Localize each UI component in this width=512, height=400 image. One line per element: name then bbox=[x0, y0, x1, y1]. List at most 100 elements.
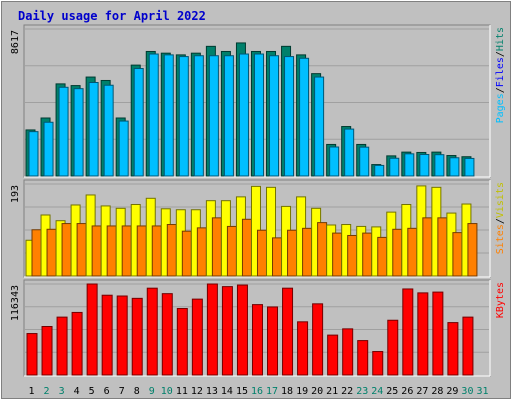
x-tick-label-day-2: 2 bbox=[44, 386, 50, 397]
bar-kbytes-day-20 bbox=[312, 303, 324, 376]
bar-sites-day-7 bbox=[121, 225, 132, 277]
bar-kbytes-day-6 bbox=[101, 294, 113, 376]
bar-kbytes-day-13 bbox=[206, 283, 218, 376]
legend-separator: / bbox=[495, 87, 506, 93]
x-tick-label-day-20: 20 bbox=[311, 386, 323, 397]
x-tick-label-day-29: 29 bbox=[446, 386, 458, 397]
bar-kbytes-day-18 bbox=[282, 287, 294, 376]
legend-separator: / bbox=[495, 218, 506, 224]
bar-kbytes-day-26 bbox=[402, 288, 414, 376]
bar-visits-day-17 bbox=[266, 186, 277, 277]
bar-files-day-22 bbox=[344, 128, 355, 177]
bar-files-day-25 bbox=[389, 157, 400, 177]
bar-sites-day-20 bbox=[317, 222, 328, 277]
bar-files-day-14 bbox=[223, 55, 234, 177]
bar-sites-day-5 bbox=[91, 225, 102, 277]
bar-kbytes-day-29 bbox=[447, 322, 459, 376]
bar-files-day-5 bbox=[88, 82, 99, 177]
bar-sites-day-4 bbox=[76, 223, 87, 277]
x-tick-label-day-27: 27 bbox=[416, 386, 428, 397]
bar-sites-day-24 bbox=[377, 236, 388, 277]
panel-top: 8617 Pages/Files/Hits bbox=[10, 24, 506, 178]
bar-files-day-23 bbox=[359, 146, 370, 177]
bar-files-day-10 bbox=[163, 54, 174, 177]
panel-middle-legend: Sites/Visits bbox=[495, 182, 506, 254]
chart-title: Daily usage for April 2022 bbox=[18, 9, 206, 23]
bar-kbytes-day-9 bbox=[146, 287, 158, 376]
bar-kbytes-day-27 bbox=[417, 292, 429, 376]
x-tick-label-day-16: 16 bbox=[251, 386, 263, 397]
bar-files-day-20 bbox=[314, 76, 325, 177]
bar-files-day-29 bbox=[449, 157, 460, 177]
bar-sites-day-10 bbox=[166, 224, 177, 277]
bar-kbytes-day-12 bbox=[191, 298, 203, 376]
bar-files-day-19 bbox=[299, 57, 310, 177]
x-tick-label-day-24: 24 bbox=[371, 386, 383, 397]
bar-files-day-11 bbox=[178, 56, 189, 177]
bar-files-day-28 bbox=[434, 154, 445, 177]
panel-middle: 193 Sites/Visits bbox=[10, 179, 506, 278]
legend-visits: Visits bbox=[495, 182, 506, 218]
bar-files-day-2 bbox=[43, 121, 54, 177]
bar-files-day-7 bbox=[118, 120, 129, 177]
x-tick-label-day-1: 1 bbox=[29, 386, 35, 397]
x-tick-label-day-25: 25 bbox=[386, 386, 398, 397]
bar-files-day-30 bbox=[464, 157, 475, 177]
x-tick-label-day-3: 3 bbox=[59, 386, 65, 397]
x-tick-label-day-9: 9 bbox=[149, 386, 155, 397]
bar-kbytes-day-21 bbox=[327, 334, 339, 376]
x-tick-label-day-17: 17 bbox=[266, 386, 278, 397]
bar-files-day-12 bbox=[193, 55, 204, 177]
bar-kbytes-day-11 bbox=[176, 308, 188, 376]
legend-pages: Pages bbox=[495, 93, 506, 123]
bar-kbytes-day-23 bbox=[357, 340, 369, 376]
bar-sites-day-6 bbox=[106, 225, 117, 277]
bar-files-day-27 bbox=[419, 154, 430, 177]
bar-sites-day-21 bbox=[332, 232, 343, 277]
x-tick-label-day-23: 23 bbox=[356, 386, 368, 397]
bar-kbytes-day-22 bbox=[342, 328, 354, 376]
x-tick-label-day-30: 30 bbox=[461, 386, 473, 397]
bar-kbytes-day-17 bbox=[267, 306, 279, 376]
bar-files-day-18 bbox=[284, 56, 295, 177]
x-tick-label-day-26: 26 bbox=[401, 386, 413, 397]
panel-top-ymax-label: 8617 bbox=[10, 30, 21, 54]
bar-kbytes-day-4 bbox=[71, 311, 83, 376]
bar-kbytes-day-14 bbox=[221, 286, 233, 376]
x-tick-label-day-6: 6 bbox=[104, 386, 110, 397]
bar-sites-day-30 bbox=[467, 223, 478, 277]
bar-files-day-1 bbox=[28, 131, 39, 177]
bar-files-day-24 bbox=[374, 164, 385, 177]
x-tick-label-day-18: 18 bbox=[281, 386, 293, 397]
bar-sites-day-29 bbox=[452, 232, 463, 277]
bar-kbytes-day-25 bbox=[387, 319, 399, 376]
bar-kbytes-day-10 bbox=[161, 293, 173, 376]
legend-sites: Sites bbox=[495, 224, 506, 254]
bar-files-day-17 bbox=[269, 55, 280, 177]
x-tick-label-day-7: 7 bbox=[119, 386, 125, 397]
x-tick-label-day-12: 12 bbox=[191, 386, 203, 397]
bar-kbytes-day-16 bbox=[251, 304, 263, 376]
bar-sites-day-3 bbox=[61, 223, 72, 277]
bar-kbytes-day-24 bbox=[372, 351, 384, 376]
bar-files-day-4 bbox=[73, 88, 84, 177]
legend-kbytes: KBytes bbox=[495, 282, 506, 318]
x-tick-label-day-28: 28 bbox=[431, 386, 443, 397]
bar-files-day-9 bbox=[148, 53, 159, 177]
bar-kbytes-day-2 bbox=[41, 326, 53, 376]
x-tick-label-day-4: 4 bbox=[74, 386, 80, 397]
bar-kbytes-day-3 bbox=[56, 316, 68, 376]
x-tick-label-day-5: 5 bbox=[89, 386, 95, 397]
bar-sites-day-13 bbox=[211, 217, 222, 277]
bar-sites-day-27 bbox=[422, 217, 433, 277]
bar-sites-day-2 bbox=[46, 228, 57, 277]
bar-sites-day-1 bbox=[31, 229, 42, 277]
x-axis: 1 2 3 4 5 6 7 8 9 10 11 12 13 14 15 16 17 18 19 20 21 22 23 24 2… bbox=[29, 386, 489, 397]
bar-sites-day-25 bbox=[392, 228, 403, 277]
bar-kbytes-day-30 bbox=[462, 316, 474, 376]
bar-files-day-21 bbox=[329, 146, 340, 177]
bar-kbytes-day-15 bbox=[236, 284, 248, 376]
bar-files-day-26 bbox=[404, 153, 415, 177]
panel-top-legend: Pages/Files/Hits bbox=[495, 27, 506, 123]
